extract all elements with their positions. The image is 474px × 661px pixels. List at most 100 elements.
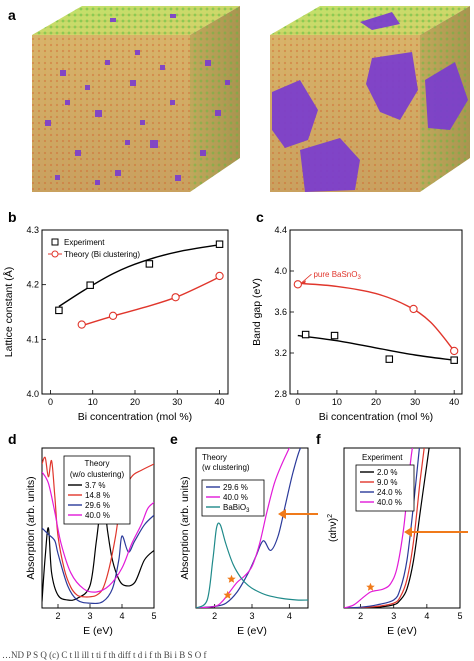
series-line-3 — [42, 471, 154, 593]
legend-box — [201, 479, 265, 517]
plot-frame — [289, 229, 463, 395]
series-circle-1 — [77, 271, 224, 329]
y-tick-label: 4.2 — [26, 280, 39, 290]
x-tick-label: 4 — [287, 611, 292, 621]
cube2-bi-clusters — [272, 12, 468, 192]
star-marker-0 — [227, 574, 236, 583]
annotation-arrowhead — [300, 280, 306, 285]
x-tick-label: 20 — [130, 397, 140, 407]
cube1-bi-sites — [45, 14, 230, 185]
legend-box — [63, 455, 131, 525]
y-tick-label: 3.2 — [274, 348, 287, 358]
x-tick-label: 5 — [151, 611, 156, 621]
legend-theory-title: Theory — [202, 453, 227, 462]
data-point-square — [301, 330, 310, 339]
data-point-circle — [293, 280, 302, 289]
x-tick-label: 0 — [48, 397, 53, 407]
x-tick-label: 2 — [212, 611, 217, 621]
x-axis-label: Bi concentration (mol %) — [78, 411, 192, 423]
legend-label-2: BaBiO3 — [223, 503, 250, 514]
legend-label-sub: 3 — [246, 508, 250, 514]
y-axis-label: Absorption (arb. units) — [179, 476, 191, 579]
legend-label-experiment: Experiment — [64, 238, 105, 247]
data-point-circle — [171, 293, 180, 302]
y-tick-label: 2.8 — [274, 389, 287, 399]
panel-label-a: a — [8, 7, 16, 23]
panel-e: e 2 3 4 E (eV) Absorption (arb. units) 29.6 %4… — [170, 431, 318, 637]
series-line-1 — [196, 448, 290, 608]
x-tick-label: 3 — [249, 611, 254, 621]
legend-marker-circle — [51, 250, 59, 258]
annotation-pure-basno3: pure BaSnO3 — [313, 270, 361, 281]
fit-line — [297, 282, 455, 352]
x-tick-label: 3 — [87, 611, 92, 621]
panel-d: d 2 3 4 5 E (eV) Absorption (arb. units) Theory… — [8, 431, 157, 637]
panel-a: a — [8, 6, 470, 192]
x-tick-label: 30 — [172, 397, 182, 407]
panel-f: f 2 3 4 5 E (eV) (αhν)2 Experiment 2.0 %9.0 %24.… — [316, 431, 468, 637]
panel-b: b 0 10 20 30 40 4.0 4.1 4.2 4.3 Bi concentration (… — [2, 209, 229, 423]
fit-line — [297, 334, 455, 361]
data-point-circle — [215, 271, 224, 281]
data-point-square — [450, 356, 458, 364]
panel-label-c: c — [256, 209, 264, 225]
x-tick-label: 10 — [88, 397, 98, 407]
legend-label-1: 40.0 % — [223, 493, 248, 502]
legend-experiment-title: Experiment — [362, 453, 403, 462]
panel-c: c 0 10 20 30 40 2.8 3.2 3.6 4.0 4.4 Bi concentratio… — [251, 209, 463, 423]
legend-label-0: 29.6 % — [223, 483, 248, 492]
charts: b0 10 20 30 404.04.14.24.3Bi concentration (… — [2, 209, 468, 637]
data-point-circle — [108, 311, 118, 320]
series-line-0 — [196, 448, 302, 608]
y-tick-label: 4.1 — [26, 334, 39, 344]
plot-frame — [343, 447, 461, 609]
panel-label-d: d — [8, 431, 17, 447]
plot-frame — [195, 447, 309, 609]
series-circle-1 — [293, 280, 459, 356]
annotation-sub: 3 — [357, 275, 361, 281]
fit-line — [58, 244, 220, 308]
data-point-square — [385, 355, 394, 363]
figure-caption: …ND P S Q (c) C t ll ill t ti f th diff … — [2, 650, 207, 660]
legend-label-0: 3.7 % — [85, 481, 105, 490]
orange-arrowhead-e — [278, 509, 286, 519]
y-axis-label: Lattice constant (Å) — [2, 267, 15, 357]
data-point-circle — [450, 346, 459, 356]
y-tick-label: 4.4 — [274, 225, 287, 235]
legend-label-1: 9.0 % — [377, 478, 397, 487]
y-tick-label: 4.3 — [26, 225, 39, 235]
legend-marker-square — [51, 238, 59, 246]
data-point-square — [145, 260, 154, 268]
y-tick-label: 4.0 — [26, 389, 39, 399]
orange-arrowhead-f — [404, 527, 412, 537]
crystal-structure-clustered — [270, 6, 470, 192]
series-square-0 — [297, 330, 458, 364]
y-tick-label: 3.6 — [274, 307, 287, 317]
data-point-circle — [77, 320, 86, 329]
x-axis-label: E (eV) — [83, 625, 113, 637]
legend-label-0: 2.0 % — [377, 468, 397, 477]
series-line-0 — [42, 495, 154, 602]
x-tick-label: 4 — [424, 611, 429, 621]
x-tick-label: 10 — [332, 397, 342, 407]
x-axis-label: E (eV) — [237, 625, 267, 637]
crystal-structure-dispersed — [32, 6, 240, 192]
x-tick-label: 5 — [457, 611, 462, 621]
x-tick-label: 30 — [410, 397, 420, 407]
x-tick-label: 40 — [215, 397, 225, 407]
panel-label-e: e — [170, 431, 178, 447]
legend-label-3: 40.0 % — [377, 498, 402, 507]
x-tick-label: 3 — [391, 611, 396, 621]
data-point-circle — [409, 304, 418, 314]
fit-line — [81, 276, 220, 327]
series-line-0 — [344, 448, 430, 608]
x-axis-label: E (eV) — [387, 625, 417, 637]
y-axis-label-sup: 2 — [327, 514, 334, 518]
x-tick-label: 2 — [358, 611, 363, 621]
legend-theory-subtitle: (w clustering) — [202, 463, 250, 472]
legend-label-1: 14.8 % — [85, 491, 110, 500]
annotation-arrow — [300, 273, 312, 284]
x-axis-label: Bi concentration (mol %) — [319, 411, 433, 423]
star-marker-0 — [366, 582, 375, 591]
